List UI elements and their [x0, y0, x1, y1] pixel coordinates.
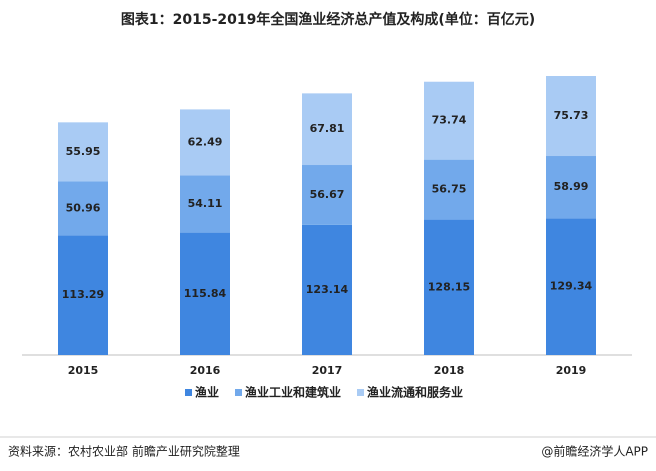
data-label: 115.84: [184, 287, 227, 300]
bar-segment: [546, 156, 596, 219]
data-label: 55.95: [66, 145, 101, 158]
legend-swatch: [235, 389, 242, 396]
bar-segment: [424, 81, 474, 160]
bar-segment: [546, 76, 596, 157]
bar-segment: [180, 232, 230, 355]
data-label: 54.11: [188, 197, 223, 210]
bar-segment: [424, 159, 474, 220]
bar-segment: [302, 165, 352, 225]
source: 资料来源：农村农业部 前瞻产业研究院整理: [8, 444, 240, 459]
bar-segment: [58, 122, 108, 182]
data-label: 129.34: [550, 280, 593, 293]
data-label: 128.15: [428, 280, 470, 293]
data-label: 123.14: [306, 283, 349, 296]
data-label: 58.99: [554, 180, 589, 193]
data-label: 113.29: [62, 288, 104, 301]
legend-swatch: [185, 389, 192, 396]
x-tick-label: 2018: [434, 364, 465, 377]
bar-segment: [424, 219, 474, 355]
data-label: 56.75: [432, 183, 467, 196]
chart-title: 图表1：2015-2019年全国渔业经济总产值及构成(单位：百亿元): [121, 11, 535, 28]
brand: @前瞻经济学人APP: [541, 444, 648, 459]
data-label: 75.73: [554, 109, 589, 122]
legend-label: 渔业流通和服务业: [367, 385, 463, 400]
legend-label: 渔业: [195, 385, 219, 400]
bar-segment: [58, 235, 108, 355]
data-label: 62.49: [188, 135, 223, 148]
x-tick-label: 2016: [190, 364, 221, 377]
bar-segment: [302, 93, 352, 166]
bar-segment: [546, 218, 596, 355]
data-label: 67.81: [310, 122, 345, 135]
x-tick-label: 2019: [556, 364, 587, 377]
bar-segment: [302, 224, 352, 355]
data-label: 50.96: [66, 201, 101, 214]
data-label: 73.74: [432, 114, 467, 127]
legend-label: 渔业工业和建筑业: [245, 385, 341, 400]
bar-segment: [58, 181, 108, 236]
bar-segment: [180, 109, 230, 176]
data-label: 56.67: [310, 188, 345, 201]
legend-swatch: [357, 389, 364, 396]
x-tick-label: 2015: [68, 364, 99, 377]
bar-segment: [180, 175, 230, 233]
x-tick-label: 2017: [312, 364, 343, 377]
